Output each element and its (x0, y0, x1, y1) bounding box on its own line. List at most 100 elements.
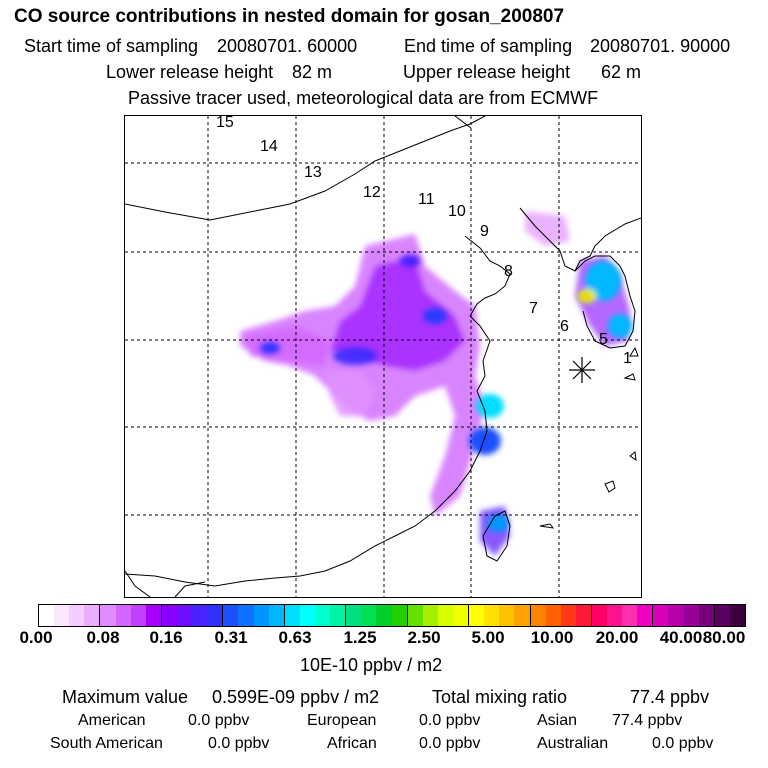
trajectory-label: 15 (216, 116, 234, 131)
plume-core (330, 256, 465, 371)
trajectory-label: 13 (304, 164, 322, 181)
colorbar-segment (637, 605, 654, 626)
colorbar-tick-label: 2.50 (407, 628, 441, 647)
trajectory-label: 8 (504, 263, 513, 280)
region-name: European (307, 712, 377, 729)
trajectory-label: 1 (623, 350, 632, 367)
trajectory-label: 7 (529, 300, 538, 317)
colorbar (38, 604, 746, 627)
colorbar-segment (115, 605, 131, 626)
colorbar-segment (299, 605, 315, 626)
colorbar-segment (575, 605, 592, 626)
map-grid (125, 116, 641, 597)
colorbar-segment (407, 605, 423, 626)
max-value-label: Maximum value (62, 687, 189, 707)
colorbar-segment (560, 605, 576, 626)
colorbar-segment (437, 605, 453, 626)
colorbar-segment (330, 605, 347, 626)
colorbar-units: 10E-10 ppbv / m2 (300, 655, 443, 675)
trajectory-label: 5 (599, 331, 608, 348)
colorbar-segment (69, 605, 85, 626)
plume-ne (525, 211, 570, 246)
colorbar-segment (314, 605, 331, 626)
region-name: South American (50, 735, 163, 752)
colorbar-segment (268, 605, 285, 626)
colorbar-tick-label: 0.08 (86, 628, 120, 647)
colorbar-segment (238, 605, 254, 626)
colorbar-segment (130, 605, 146, 626)
total-mixing-value: 77.4 ppbv (630, 687, 710, 707)
concentration-field (240, 211, 630, 556)
colorbar-segment (422, 605, 438, 626)
start-time-value: 20080701. 60000 (217, 36, 358, 56)
colorbar-segment (591, 605, 608, 626)
upper-height-label: Upper release height (403, 62, 571, 82)
trajectory-label: 6 (560, 318, 569, 335)
trajectory-label: 11 (418, 191, 435, 208)
colorbar-tick-label: 40.00 (659, 628, 703, 647)
colorbar-segment (668, 605, 684, 626)
colorbar-segment (484, 605, 500, 626)
colorbar-segment (729, 605, 746, 626)
colorbar-segment (653, 605, 669, 626)
trajectory-label: 12 (363, 184, 381, 201)
region-name: Asian (537, 712, 578, 729)
region-value: 0.0 ppbv (652, 735, 714, 752)
region-value: 0.0 ppbv (419, 712, 481, 729)
colorbar-segment (683, 605, 699, 626)
region-value: 0.0 ppbv (188, 712, 250, 729)
plume-south (325, 371, 375, 416)
colorbar-segment (54, 605, 70, 626)
map-canvas: 1 5 6 7 8 9 10 11 12 13 14 15 (124, 114, 642, 598)
max-value: 0.599E-09 ppbv / m2 (212, 687, 380, 707)
region-value: 77.4 ppbv (612, 712, 683, 729)
colorbar-segment (361, 605, 377, 626)
colorbar-tick-label: 80.00 (702, 628, 746, 647)
colorbar-segment (622, 605, 638, 626)
colorbar-segment (84, 605, 101, 626)
region-name: American (78, 712, 146, 729)
trajectory-label: 10 (448, 203, 466, 220)
lower-height-value: 82 m (292, 62, 333, 82)
hotspots (260, 255, 632, 532)
colorbar-segment (514, 605, 531, 626)
colorbar-segment (176, 605, 193, 626)
start-time-label: Start time of sampling (24, 36, 199, 56)
colorbar-segment (452, 605, 470, 626)
trajectory-label: 14 (260, 138, 278, 155)
tracer-info: Passive tracer used, meteorological data… (128, 88, 599, 108)
colorbar-segment (284, 605, 300, 626)
upper-height-value: 62 m (601, 62, 642, 82)
total-mixing-label: Total mixing ratio (432, 687, 568, 707)
colorbar-tick-label: 5.00 (471, 628, 505, 647)
colorbar-segment (145, 605, 162, 626)
colorbar-segment (469, 605, 485, 626)
colorbar-segment (698, 605, 715, 626)
colorbar-segment (39, 605, 55, 626)
colorbar-segment (207, 605, 224, 626)
end-time-label: End time of sampling (404, 36, 573, 56)
colorbar-segment (346, 605, 362, 626)
colorbar-segment (714, 605, 730, 626)
colorbar-segment (376, 605, 392, 626)
region-value: 0.0 ppbv (208, 735, 270, 752)
colorbar-segment (192, 605, 208, 626)
colorbar-segment (530, 605, 546, 626)
colorbar-segment (161, 605, 177, 626)
plume-west (245, 326, 330, 366)
region-name: Australian (537, 735, 609, 752)
colorbar-tick-label: 20.00 (595, 628, 639, 647)
lower-height-label: Lower release height (106, 62, 274, 82)
colorbar-tick-label: 0.63 (278, 628, 312, 647)
region-value: 0.0 ppbv (419, 735, 481, 752)
colorbar-segment (391, 605, 408, 626)
colorbar-segment (100, 605, 116, 626)
plot-title: CO source contributions in nested domain… (14, 6, 565, 27)
map-panel: 1 5 6 7 8 9 10 11 12 13 14 15 (124, 114, 642, 598)
colorbar-tick-label: 0.00 (19, 628, 53, 647)
colorbar-segment (607, 605, 623, 626)
coastlines (124, 115, 642, 598)
colorbar-tick-label: 0.16 (149, 628, 183, 647)
colorbar-segment (545, 605, 561, 626)
trajectory-label: 9 (480, 223, 489, 240)
